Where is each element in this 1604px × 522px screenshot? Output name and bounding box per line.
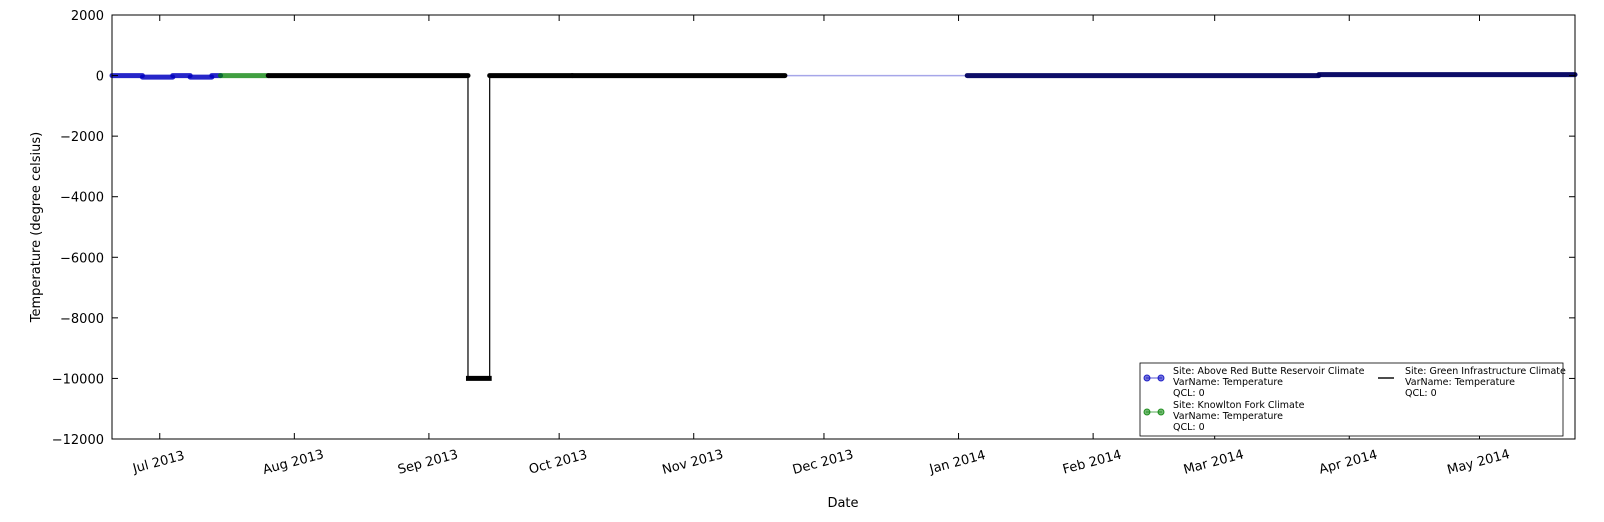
x-tick-label: Oct 2013 — [527, 448, 589, 478]
legend-marker — [1157, 408, 1165, 416]
legend-label: VarName: Temperature — [1173, 411, 1283, 422]
y-tick-label: −12000 — [52, 433, 104, 448]
x-tick-label: Dec 2013 — [791, 447, 855, 478]
legend-entry-1: Site: Above Red Butte Reservoir ClimateV… — [1143, 366, 1365, 399]
legend-label: Site: Knowlton Fork Climate — [1173, 400, 1305, 411]
legend: Site: Above Red Butte Reservoir ClimateV… — [1139, 362, 1566, 437]
legend-label: QCL: 0 — [1173, 388, 1205, 399]
legend-marker — [1143, 408, 1151, 416]
legend-label: VarName: Temperature — [1173, 377, 1283, 388]
x-tick-label: Feb 2014 — [1061, 448, 1123, 478]
y-tick-label: −4000 — [60, 191, 104, 206]
legend-label: QCL: 0 — [1173, 422, 1205, 433]
plot-layer — [109, 72, 1578, 381]
y-tick-label: 0 — [96, 70, 104, 85]
x-tick-label: May 2014 — [1446, 447, 1512, 478]
x-tick-label: Jul 2013 — [130, 449, 186, 477]
legend-entry-3: Site: Green Infrastructure ClimateVarNam… — [1378, 366, 1566, 399]
legend-label: VarName: Temperature — [1405, 377, 1515, 388]
legend-label: QCL: 0 — [1405, 388, 1437, 399]
y-tick-label: −2000 — [60, 130, 104, 145]
legend-marker — [1143, 374, 1151, 382]
x-tick-label: Jan 2014 — [927, 448, 987, 478]
legend-label: Site: Green Infrastructure Climate — [1405, 366, 1566, 377]
y-tick-label: 2000 — [71, 9, 104, 24]
y-axis: 2000 0 −2000 −4000 −6000 −8000 −10000 −12000 — [52, 9, 1575, 448]
plot-frame — [111, 14, 1576, 440]
y-tick-label: −8000 — [60, 312, 104, 327]
legend-marker — [1157, 374, 1165, 382]
x-tick-label: Aug 2013 — [261, 447, 325, 478]
x-tick-label: Sep 2013 — [396, 447, 459, 477]
legend-box — [1139, 362, 1564, 437]
y-tick-label: −6000 — [60, 251, 104, 266]
y-axis-title: Temperature (degree celsius) — [29, 132, 44, 323]
series-3-spike — [467, 75, 491, 380]
x-axis-title: Date — [827, 496, 858, 511]
legend-label: Site: Above Red Butte Reservoir Climate — [1173, 366, 1365, 377]
x-tick-label: Apr 2014 — [1318, 448, 1380, 478]
y-tick-label: −10000 — [52, 372, 104, 387]
x-tick-label: Mar 2014 — [1182, 447, 1246, 477]
x-tick-label: Nov 2013 — [661, 447, 725, 478]
